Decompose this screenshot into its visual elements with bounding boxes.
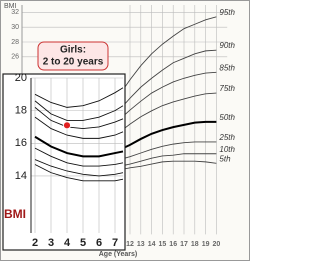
percentile-line <box>34 164 124 182</box>
x-tick-label: 14 <box>148 241 156 248</box>
percentile-line <box>34 107 124 130</box>
x-tick-label: 6 <box>96 237 102 249</box>
y-tick-label: 30 <box>11 24 19 31</box>
x-tick-label: 16 <box>169 241 177 248</box>
x-tick-label: 13 <box>137 241 145 248</box>
outer-y-label: BMI <box>4 3 17 10</box>
y-tick-label: 20 <box>15 72 27 84</box>
inset-chart: 2 3 4 5 6 7 14 16 18 20 <box>15 72 124 249</box>
percentile-label: 85th <box>219 63 235 72</box>
x-tick-label: 7 <box>112 237 118 249</box>
title-line: 2 to 20 years <box>43 57 104 68</box>
y-tick-label: 32 <box>11 9 19 16</box>
percentile-label: 95th <box>219 8 235 17</box>
percentile-label: 50th <box>219 113 235 122</box>
x-tick-label: 3 <box>48 237 54 249</box>
y-tick-label: 26 <box>11 54 19 61</box>
percentile-label: 25th <box>218 133 235 142</box>
title-bubble <box>37 41 109 71</box>
percentile-line <box>118 120 217 151</box>
percentile-line <box>34 147 124 167</box>
x-tick-label: 4 <box>64 237 71 249</box>
percentile-line <box>34 135 124 158</box>
percentile-line <box>118 71 217 121</box>
percentile-line <box>118 16 217 96</box>
x-tick-label: 15 <box>159 241 167 248</box>
percentile-line <box>34 116 124 139</box>
percentile-line <box>34 100 124 121</box>
title-line: Girls: <box>60 45 86 56</box>
y-tick-label: 16 <box>15 137 27 149</box>
y-tick-label: 14 <box>15 170 27 182</box>
percentile-label: 5th <box>219 154 231 163</box>
percentile-line <box>119 160 217 171</box>
percentile-line <box>118 49 217 111</box>
y-tick-label: 28 <box>11 39 19 46</box>
x-tick-label: 12 <box>126 241 134 248</box>
percentile-line <box>119 141 217 161</box>
x-tick-label: 20 <box>213 241 221 248</box>
percentile-line <box>34 87 124 108</box>
x-axis-label: Age (Years) <box>99 251 138 258</box>
percentile-line <box>34 159 124 177</box>
percentile-label: 10th <box>219 145 235 154</box>
x-tick-label: 19 <box>202 241 210 248</box>
percentile-line <box>119 153 217 167</box>
x-tick-label: 18 <box>191 241 199 248</box>
y-tick-label: 18 <box>15 105 27 117</box>
inset-y-label: BMI <box>4 207 26 221</box>
percentile-label: 90th <box>219 41 235 50</box>
patient-point <box>63 121 71 130</box>
x-tick-label: 17 <box>180 241 188 248</box>
percentile-line <box>118 92 217 133</box>
x-tick-label: 2 <box>32 237 38 249</box>
x-tick-label: 5 <box>80 237 86 249</box>
percentile-label: 75th <box>219 84 235 93</box>
